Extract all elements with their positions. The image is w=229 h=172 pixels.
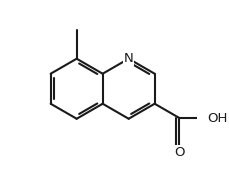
Text: O: O bbox=[173, 146, 184, 159]
Text: OH: OH bbox=[206, 111, 227, 125]
Text: N: N bbox=[123, 52, 133, 65]
